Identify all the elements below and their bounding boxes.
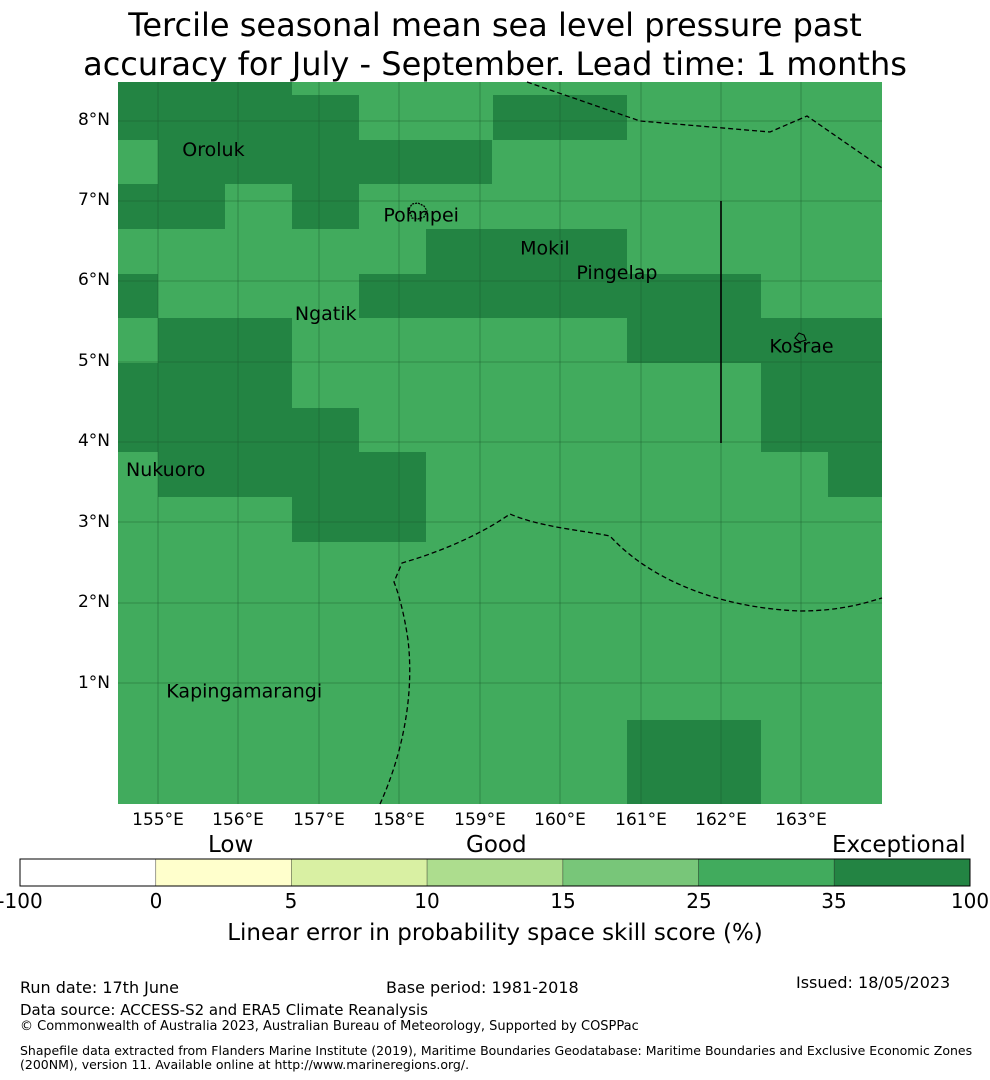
skill-cell [158,140,492,184]
map-title-line-1: Tercile seasonal mean sea level pressure… [128,6,862,44]
colorbar-segment [562,858,699,887]
skill-cell [627,720,761,804]
lon-label: 161°E [615,810,667,830]
colorbar-tick-label: 35 [821,889,847,913]
place-label-nukuoro: Nukuoro [126,459,205,481]
colorbar-label: Linear error in probability space skill … [227,920,763,946]
lon-label: 158°E [373,810,425,830]
colorbar-segment [291,858,428,887]
skill-cell [426,229,627,274]
skill-cell [118,408,359,452]
map-title-line-2: accuracy for July - September. Lead time… [83,45,907,83]
place-label-kosrae: Kosrae [769,336,833,358]
skill-cell [627,318,761,363]
place-label-oroluk: Oroluk [182,139,244,161]
eez-boundary-north [526,81,883,169]
lon-label: 156°E [212,810,264,830]
lat-label: 7°N [77,190,110,210]
lat-label: 6°N [77,270,110,290]
skill-cell [292,497,426,542]
shapefile-credit-line-1: Shapefile data extracted from Flanders M… [20,1043,973,1058]
issued-date: Issued: 18/05/2023 [796,973,951,992]
skill-cell [118,95,359,140]
kosrae-island-icon [794,332,807,343]
lat-label: 8°N [77,110,110,130]
place-labels: Oroluk Pohnpei Mokil Pingelap Ngatik Kosrae Nu… [126,139,834,702]
place-label-pohnpei: Pohnpei [383,205,459,227]
skill-cell [828,452,882,497]
colorbar-tick-label: -100 [0,889,43,913]
lat-label: 1°N [77,673,110,693]
shapefile-credit-line-2: (200NM), version 11. Available online at… [20,1057,470,1072]
eez-boundaries [379,81,883,805]
colorbar-frame [19,858,971,887]
legend-category-low: Low [208,832,254,858]
colorbar [19,858,971,887]
colorbar-tick-label: 5 [284,889,298,913]
run-date: Run date: 17th June [20,978,180,997]
lon-label: 155°E [132,810,184,830]
copyright-notice: © Commonwealth of Australia 2023, Austra… [20,1019,639,1034]
skill-cell [158,452,426,497]
colorbar-segment [155,858,292,887]
place-label-ngatik: Ngatik [295,303,357,325]
colorbar-segment [833,858,971,887]
skill-cell [292,184,359,229]
lon-label: 163°E [775,810,827,830]
lon-label: 162°E [695,810,747,830]
colorbar-tick-label: 10 [414,889,440,913]
lat-label: 2°N [77,592,110,612]
skill-cell [118,184,225,229]
place-label-kapingamarangi: Kapingamarangi [166,680,322,702]
base-period: Base period: 1981-2018 [386,978,579,997]
lon-label: 159°E [454,810,506,830]
lon-label: 157°E [293,810,345,830]
colorbar-segment [19,858,157,887]
pohnpei-island-icon [408,202,428,220]
skill-cell [158,318,292,363]
place-label-pingelap: Pingelap [576,262,657,284]
lon-label: 160°E [534,810,586,830]
colorbar-tick-label: 15 [550,889,576,913]
colorbar-tick-label: 0 [149,889,163,913]
lat-label: 5°N [77,351,110,371]
colorbar-tick-label: 25 [686,889,712,913]
legend-category-exceptional: Exceptional [832,832,966,858]
legend-category-good: Good [466,832,527,858]
place-label-mokil: Mokil [520,237,570,259]
skill-cell [118,82,292,95]
lat-label: 3°N [77,512,110,532]
lat-label: 4°N [77,431,110,451]
colorbar-segment [698,858,835,887]
colorbar-tick-label: 100 [950,889,990,913]
colorbar-segment [426,858,564,887]
skill-cell [118,363,292,408]
skill-cell [761,318,882,452]
graticule [118,82,882,804]
data-source: Data source: ACCESS-S2 and ERA5 Climate … [20,1001,428,1019]
